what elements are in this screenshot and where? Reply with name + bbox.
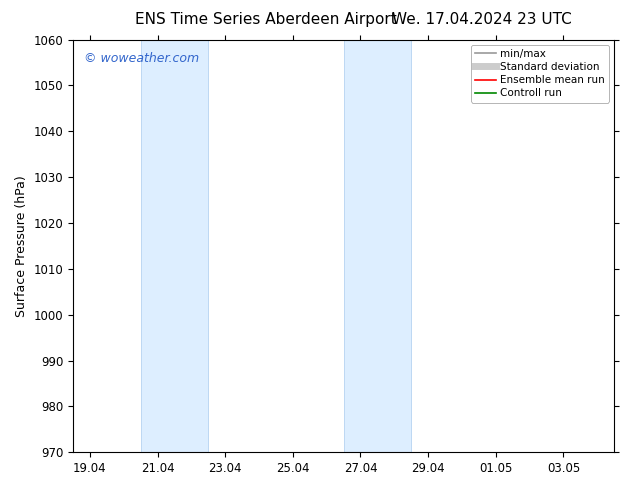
Y-axis label: Surface Pressure (hPa): Surface Pressure (hPa) bbox=[15, 175, 28, 317]
Bar bbox=[344, 40, 411, 452]
Text: We. 17.04.2024 23 UTC: We. 17.04.2024 23 UTC bbox=[392, 12, 572, 27]
Bar bbox=[141, 40, 209, 452]
Legend: min/max, Standard deviation, Ensemble mean run, Controll run: min/max, Standard deviation, Ensemble me… bbox=[471, 45, 609, 102]
Text: ENS Time Series Aberdeen Airport: ENS Time Series Aberdeen Airport bbox=[136, 12, 397, 27]
Text: © woweather.com: © woweather.com bbox=[84, 52, 199, 65]
